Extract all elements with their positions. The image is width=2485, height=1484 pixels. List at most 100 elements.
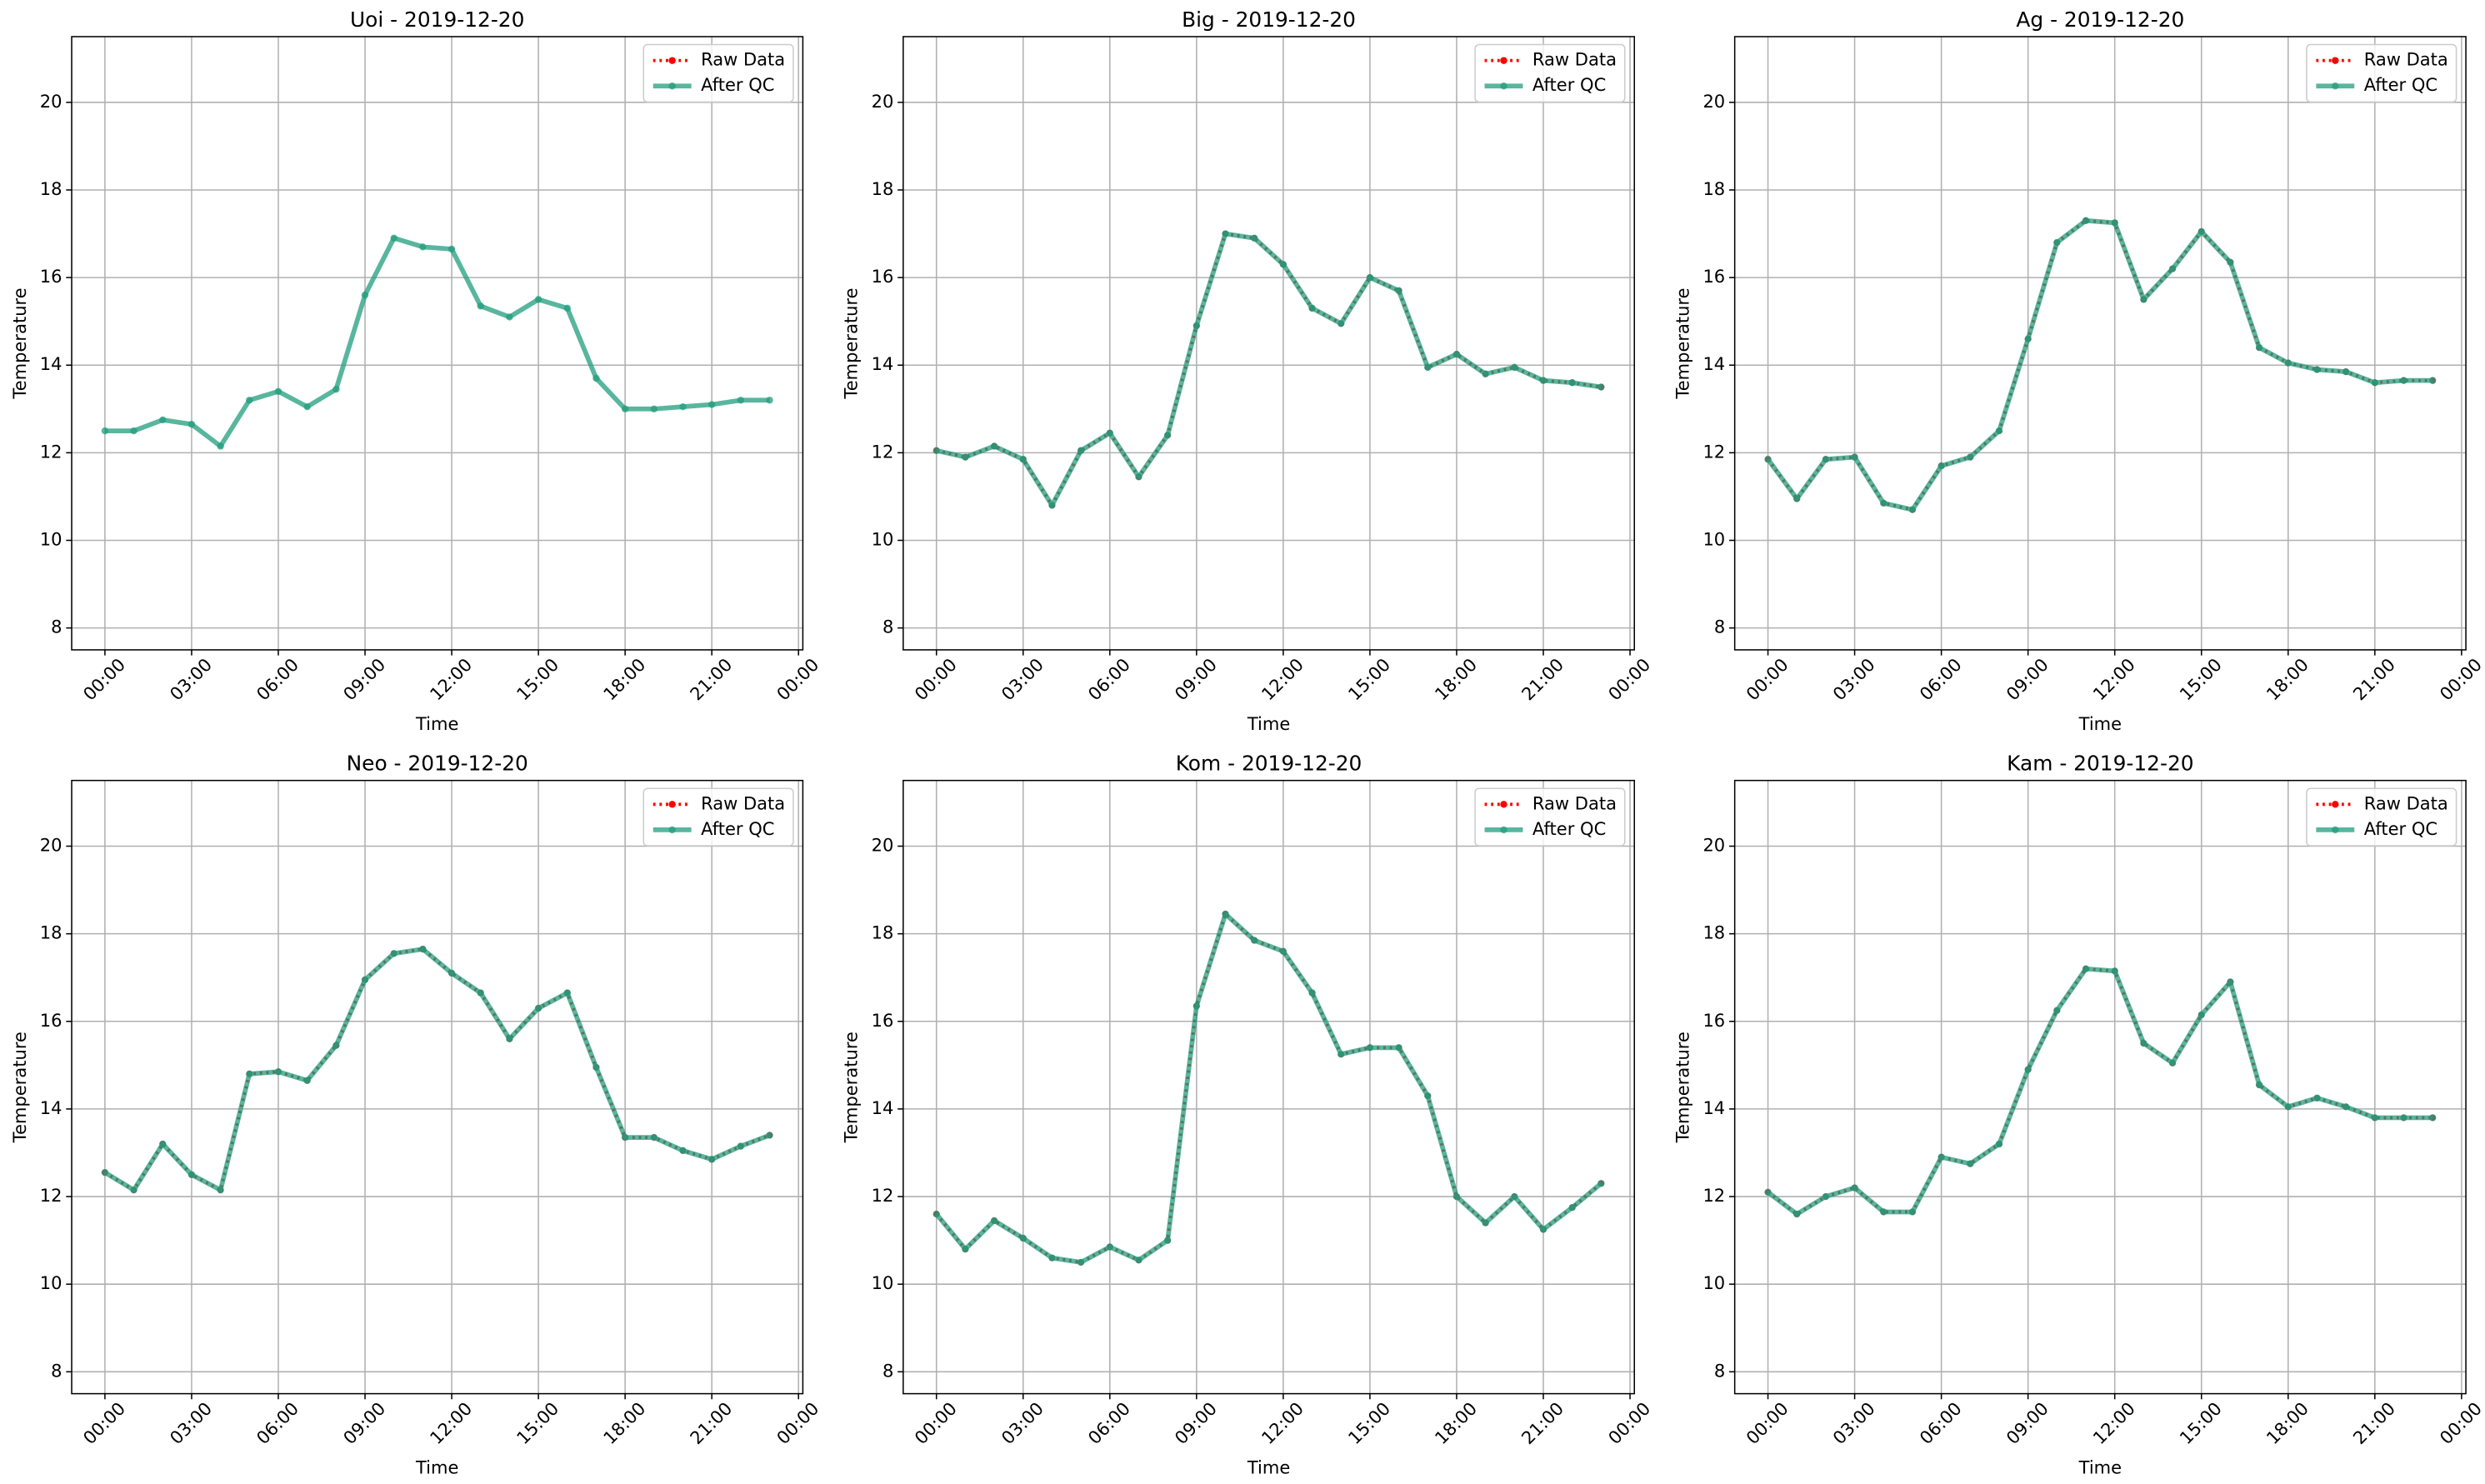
y-tick-label: 8 xyxy=(51,1360,62,1381)
point-marker xyxy=(1106,429,1114,437)
point-marker xyxy=(679,402,687,411)
point-marker xyxy=(1995,1140,2003,1148)
y-tick-label: 20 xyxy=(872,91,894,112)
point-marker xyxy=(1851,1184,1858,1192)
x-tick-label: 00:00 xyxy=(1742,654,1792,705)
axes-frame xyxy=(1733,36,2467,651)
legend-label: Raw Data xyxy=(1532,792,1617,813)
point-marker xyxy=(2400,377,2408,384)
point-marker xyxy=(332,385,340,393)
x-tick-label: 18:00 xyxy=(599,1398,650,1449)
chart-title: Ag - 2019-12-20 xyxy=(2016,7,2184,32)
x-tick-label: 12:00 xyxy=(426,1398,477,1449)
x-tick-label: 18:00 xyxy=(1431,1398,1482,1449)
legend-marker xyxy=(1500,801,1508,808)
point-marker xyxy=(2053,1007,2061,1014)
x-tick-label: 18:00 xyxy=(599,654,650,705)
point-marker xyxy=(1250,234,1258,242)
x-tick-label: 09:00 xyxy=(2002,654,2052,705)
x-tick-label: 06:00 xyxy=(1915,654,1966,705)
legend-marker xyxy=(2332,57,2339,64)
point-marker xyxy=(650,1133,658,1142)
point-marker xyxy=(962,453,969,461)
point-marker xyxy=(2024,1066,2032,1073)
point-marker xyxy=(506,313,513,321)
y-tick-label: 16 xyxy=(40,1010,62,1031)
point-marker xyxy=(130,427,138,435)
y-tick-label: 10 xyxy=(872,1272,894,1293)
point-marker xyxy=(274,1068,282,1076)
x-tick-label: 18:00 xyxy=(2262,1398,2312,1449)
point-marker xyxy=(2082,965,2090,972)
point-marker xyxy=(708,1156,716,1163)
y-tick-label: 20 xyxy=(40,835,62,856)
point-marker xyxy=(1308,989,1316,997)
y-axis-label: Temperature xyxy=(841,287,862,399)
point-marker xyxy=(592,1063,600,1072)
x-tick-label: 09:00 xyxy=(1171,654,1222,705)
series-line xyxy=(104,235,770,449)
point-marker xyxy=(2313,1094,2321,1102)
y-axis-label: Temperature xyxy=(1672,287,1692,399)
series-line xyxy=(1766,217,2433,512)
legend-marker xyxy=(2332,826,2339,834)
x-axis-label: Time xyxy=(415,1457,458,1477)
point-marker xyxy=(1135,473,1142,481)
point-marker xyxy=(130,1186,138,1194)
y-tick-label: 18 xyxy=(872,178,894,199)
point-marker xyxy=(1938,1153,1945,1161)
x-tick-label: 06:00 xyxy=(1083,654,1134,705)
point-marker xyxy=(2284,1103,2292,1111)
series-line xyxy=(103,947,771,1193)
point-marker xyxy=(1395,1044,1402,1052)
point-marker xyxy=(592,374,600,382)
point-marker xyxy=(448,969,456,977)
point-marker xyxy=(1568,1203,1576,1212)
y-tick-label: 14 xyxy=(40,353,62,374)
point-marker xyxy=(159,416,167,424)
y-axis-label: Temperature xyxy=(841,1032,862,1143)
x-tick-label: 15:00 xyxy=(512,1398,563,1449)
x-tick-label: 00:00 xyxy=(2436,654,2485,705)
x-axis-label: Time xyxy=(1247,1457,1290,1477)
point-marker xyxy=(1222,910,1229,918)
chart-title: Big - 2019-12-20 xyxy=(1182,7,1356,32)
point-marker xyxy=(650,405,658,413)
point-marker xyxy=(332,1042,340,1049)
plot-area xyxy=(72,780,803,1394)
point-marker xyxy=(1163,432,1172,439)
point-marker xyxy=(1163,1237,1172,1244)
point-marker xyxy=(737,397,745,404)
point-marker xyxy=(1424,363,1432,372)
point-marker xyxy=(1908,506,1917,513)
x-tick-label: 06:00 xyxy=(252,654,303,705)
x-tick-label: 03:00 xyxy=(166,1398,217,1449)
y-tick-label: 16 xyxy=(1702,266,1725,287)
x-tick-label: 03:00 xyxy=(1828,1398,1879,1449)
axes-frame xyxy=(902,779,1636,1395)
point-marker xyxy=(1822,1192,1830,1201)
legend-label: Raw Data xyxy=(1532,49,1617,70)
point-marker xyxy=(2227,258,2234,266)
point-marker xyxy=(1880,499,1888,507)
point-marker xyxy=(1192,322,1201,330)
point-marker xyxy=(1395,287,1402,295)
point-marker xyxy=(1851,453,1858,461)
x-tick-label: 00:00 xyxy=(910,654,961,705)
point-marker xyxy=(1511,363,1518,372)
x-tick-label: 21:00 xyxy=(1518,1398,1568,1449)
point-marker xyxy=(766,397,773,404)
chart-title: Kam - 2019-12-20 xyxy=(2007,752,2193,776)
point-marker xyxy=(217,1186,224,1194)
x-tick-label: 15:00 xyxy=(2175,654,2226,705)
point-marker xyxy=(1598,1180,1605,1187)
point-marker xyxy=(708,401,716,408)
point-marker xyxy=(563,989,571,997)
y-tick-label: 16 xyxy=(1702,1010,1725,1031)
x-tick-label: 00:00 xyxy=(1604,654,1655,705)
point-marker xyxy=(1764,456,1772,463)
point-marker xyxy=(2313,366,2321,373)
x-tick-label: 15:00 xyxy=(2175,1398,2226,1449)
axes-frame xyxy=(902,36,1636,651)
y-tick-label: 18 xyxy=(1702,922,1725,943)
